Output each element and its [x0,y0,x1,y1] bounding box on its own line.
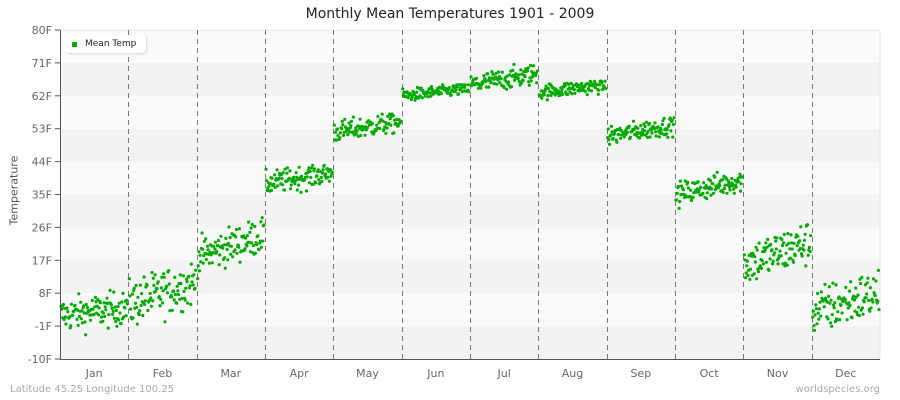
y-tick-label: -10F [28,353,52,366]
y-tick-label: 8F [39,287,52,300]
y-tick-label: 62F [32,90,52,103]
x-tick-label: Dec [835,367,856,380]
y-tick-label: 35F [32,189,52,202]
legend-swatch-icon [72,41,77,47]
y-tick-label: 17F [32,254,52,267]
legend: Mean Temp [64,35,147,53]
chart-title: Monthly Mean Temperatures 1901 - 2009 [305,6,595,22]
source-credit: worldspecies.org [795,384,880,395]
x-tick-label: Oct [700,367,720,380]
x-tick-label: Mar [220,367,241,380]
y-tick-label: 26F [32,221,52,234]
x-tick-label: May [356,367,379,380]
y-tick-label: 53F [32,123,52,136]
y-tick-label: 71F [32,57,52,70]
y-tick-label: 44F [32,156,52,169]
x-tick-label: Feb [153,367,172,380]
x-tick-label: Aug [562,367,583,380]
x-tick-label: Jul [497,367,511,380]
y-tick-label: -1F [35,320,52,333]
x-tick-label: Jan [85,367,103,380]
location-caption: Latitude 45.25 Longitude 100.25 [10,384,175,395]
x-tick-label: Jun [426,367,444,380]
x-tick-label: Apr [290,367,310,380]
y-tick-label: 80F [32,24,52,37]
x-tick-label: Nov [767,367,789,380]
x-tick-label: Sep [630,367,651,380]
legend-label: Mean Temp [85,39,137,49]
